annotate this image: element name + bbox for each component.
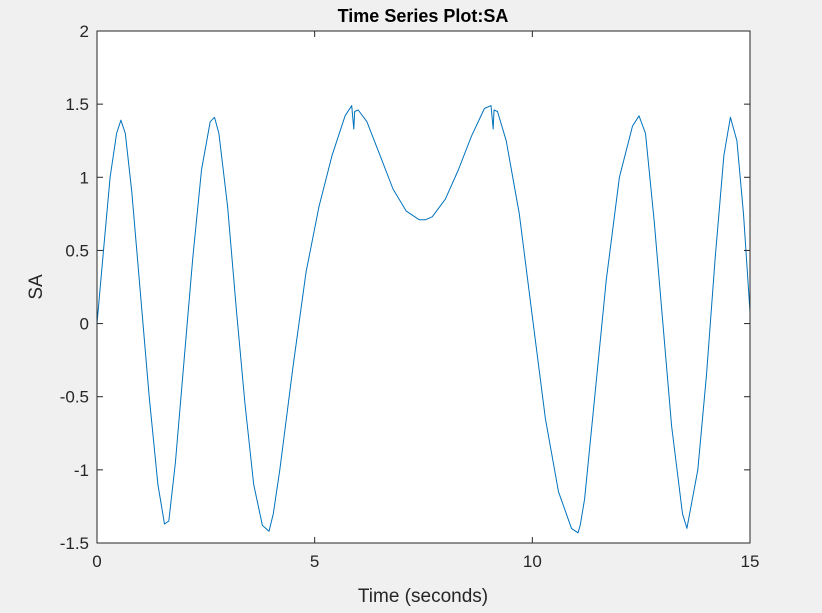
y-tick-label: -1 — [74, 461, 89, 480]
x-tick-label: 15 — [741, 552, 760, 571]
chart-title: Time Series Plot:SA — [338, 6, 509, 26]
y-tick-label: 0 — [80, 315, 89, 334]
x-axis-label: Time (seconds) — [358, 586, 488, 607]
y-tick-label: 0.5 — [65, 241, 89, 260]
y-axis-label: SA — [26, 274, 47, 300]
y-tick-label: 1.5 — [65, 95, 89, 114]
x-axis-ticks: 0 5 10 15 — [92, 31, 759, 571]
x-tick-label: 0 — [92, 552, 101, 571]
series-layer — [96, 105, 751, 534]
y-tick-label: -1.5 — [60, 534, 89, 553]
axes-box — [96, 30, 751, 544]
plot-area — [97, 31, 750, 543]
y-tick-label: -0.5 — [60, 388, 89, 407]
x-tick-label: 5 — [310, 552, 319, 571]
y-tick-label: 2 — [80, 22, 89, 41]
series-line-0 — [96, 105, 751, 534]
y-tick-label: 1 — [80, 168, 89, 187]
x-tick-label: 10 — [523, 552, 542, 571]
y-axis-ticks: -1.5 -1 -0.5 0 0.5 1 1.5 2 — [60, 22, 750, 553]
